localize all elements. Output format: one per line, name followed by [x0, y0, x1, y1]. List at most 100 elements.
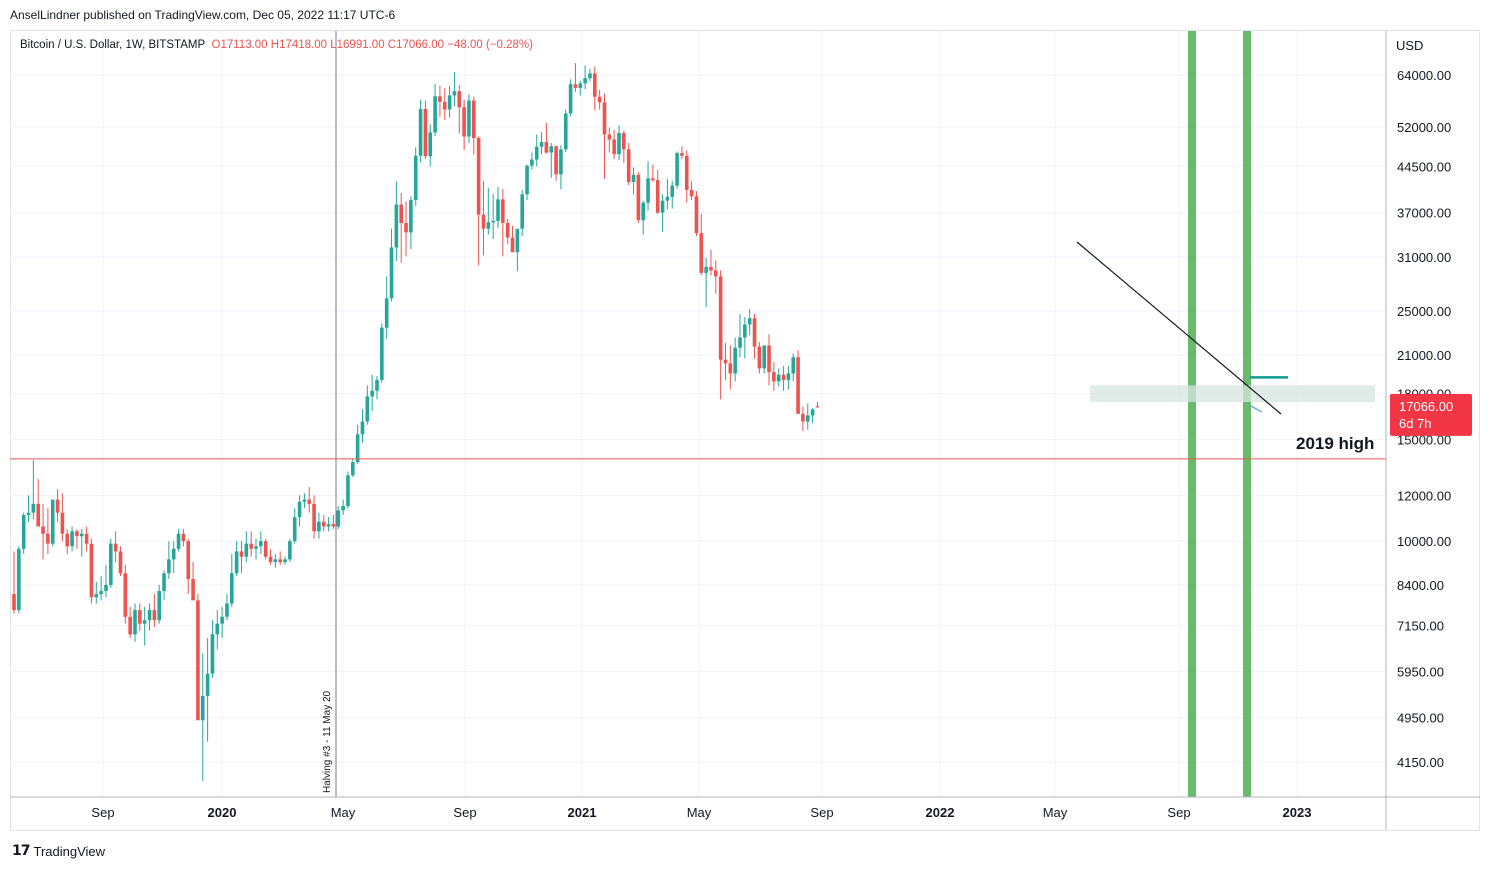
candle-body — [283, 559, 287, 563]
candle-body — [423, 108, 428, 157]
candle-body — [273, 559, 278, 563]
candle-body — [346, 475, 350, 507]
time-tick-label: May — [331, 805, 356, 820]
candle-body — [796, 357, 800, 414]
candle — [181, 528, 186, 547]
candle — [525, 164, 529, 201]
candle — [617, 125, 621, 161]
candle-body — [244, 543, 249, 557]
candle — [534, 134, 539, 167]
candle — [791, 353, 796, 382]
candle-body — [568, 84, 573, 114]
candle-body — [680, 153, 684, 156]
candle — [515, 228, 520, 272]
candle — [786, 365, 791, 390]
candle — [675, 151, 679, 189]
candle-body — [200, 695, 205, 721]
candle — [583, 65, 587, 90]
candle-body — [728, 363, 733, 374]
candle-body — [384, 298, 389, 328]
candle — [297, 495, 302, 527]
candle — [50, 499, 55, 547]
candle-body — [297, 501, 302, 518]
candle-body — [138, 610, 142, 624]
grid-lines — [10, 31, 1386, 797]
price-axis: USD 64000.00 52000.00 44500.00 37000.00 31000… — [1385, 31, 1472, 830]
candle — [447, 85, 452, 118]
candle — [704, 257, 708, 308]
candle — [167, 541, 171, 580]
candle — [31, 460, 36, 520]
candle — [317, 512, 321, 539]
candle — [752, 314, 757, 359]
candle-body — [743, 324, 747, 338]
candle — [723, 343, 728, 380]
candle — [288, 538, 292, 563]
candle — [75, 528, 79, 549]
highlight-band — [1243, 31, 1251, 797]
candle — [360, 409, 365, 443]
tradingview-brand[interactable]: 17 TradingView — [12, 843, 105, 859]
candle-body — [704, 266, 708, 273]
candle-body — [331, 524, 336, 527]
candle — [781, 365, 786, 391]
candle-body — [84, 533, 89, 544]
chart-frame[interactable] — [10, 30, 1480, 831]
candle — [602, 93, 607, 179]
candle-body — [709, 266, 713, 271]
candle — [46, 508, 50, 555]
candle-body — [801, 413, 805, 422]
candle — [162, 570, 166, 601]
candle-body — [186, 541, 191, 580]
candle — [234, 541, 239, 577]
candle-body — [234, 551, 239, 574]
candle — [607, 127, 612, 153]
price-tick-label: 4950.00 — [1397, 711, 1444, 726]
candle — [563, 109, 568, 152]
candle-body — [486, 222, 491, 229]
candle-body — [481, 214, 486, 229]
price-tick-label: 64000.00 — [1397, 68, 1451, 83]
time-tick-label: 2020 — [208, 805, 237, 820]
candle — [472, 96, 476, 155]
candle-body — [355, 434, 360, 463]
candle-body — [210, 634, 215, 674]
overlays: 2019 high Halving #3 - 11 May 20 — [10, 31, 1386, 797]
candle — [505, 218, 510, 245]
candle-body — [539, 142, 544, 147]
candle-body — [89, 543, 94, 598]
candle-body — [17, 548, 21, 611]
candle-body — [597, 96, 602, 103]
candle — [670, 180, 675, 209]
candle-body — [418, 108, 423, 156]
candle-body — [60, 512, 65, 534]
candle — [249, 531, 253, 557]
candle-body — [660, 200, 665, 213]
candle-body — [380, 327, 384, 380]
candle — [384, 276, 389, 339]
time-axis: Sep 2020 May Sep 2021 May Sep 2022 May Sep 2023 — [10, 796, 1480, 820]
candle-body — [26, 512, 31, 515]
candle — [772, 362, 776, 391]
candle-body — [641, 202, 645, 221]
candle — [438, 85, 442, 117]
candle-body — [259, 541, 263, 547]
candle-body — [162, 573, 166, 591]
halving-label: Halving #3 - 11 May 20 — [322, 690, 333, 793]
price-tick-label: 37000.00 — [1397, 206, 1451, 221]
candle — [476, 136, 481, 266]
candle-body — [230, 573, 234, 604]
candle — [433, 83, 437, 136]
candle — [36, 479, 40, 527]
candle — [128, 606, 132, 638]
candle — [689, 180, 694, 201]
candle-body — [99, 590, 103, 595]
candle — [273, 554, 278, 568]
candle-body — [176, 533, 181, 549]
candle — [254, 538, 258, 560]
candle — [133, 603, 137, 642]
candle — [138, 603, 142, 631]
candle — [142, 606, 147, 646]
candle — [428, 124, 433, 167]
